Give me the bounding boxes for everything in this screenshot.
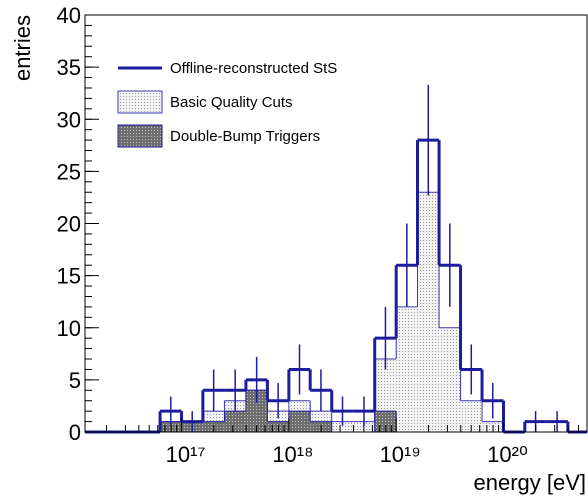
x-tick-label: 10¹⁹ bbox=[380, 442, 421, 467]
histogram-bar bbox=[417, 192, 440, 432]
legend-label: Offline-reconstructed StS bbox=[170, 60, 337, 77]
x-tick-label: 10¹⁸ bbox=[272, 442, 313, 467]
histogram-bar bbox=[396, 306, 418, 432]
legend-swatch bbox=[117, 90, 163, 114]
y-tick-label: 40 bbox=[57, 3, 81, 28]
y-tick-label: 35 bbox=[57, 55, 81, 80]
y-tick-label: 0 bbox=[69, 420, 81, 445]
x-axis-title: energy [eV] bbox=[473, 470, 586, 495]
legend-swatch bbox=[117, 124, 163, 148]
y-tick-label: 30 bbox=[57, 107, 81, 132]
y-axis-title: entries bbox=[10, 15, 35, 81]
x-tick-label: 10¹⁷ bbox=[166, 442, 206, 467]
histogram-bar bbox=[460, 400, 483, 432]
legend-label: Double-Bump Triggers bbox=[170, 128, 320, 145]
y-tick-label: 10 bbox=[57, 316, 81, 341]
histogram-bar bbox=[288, 411, 311, 432]
legend-label: Basic Quality Cuts bbox=[170, 94, 293, 111]
y-tick-label: 15 bbox=[57, 264, 81, 289]
plot-frame bbox=[84, 14, 588, 433]
x-tick-label: 10²⁰ bbox=[487, 442, 528, 467]
y-tick-label: 20 bbox=[57, 212, 81, 237]
histogram-bar bbox=[224, 411, 246, 432]
y-tick-label: 25 bbox=[57, 159, 81, 184]
histogram-bar bbox=[331, 421, 354, 432]
histogram-bar bbox=[439, 327, 461, 432]
histogram-bar bbox=[245, 390, 268, 432]
y-tick-label: 5 bbox=[69, 368, 81, 393]
